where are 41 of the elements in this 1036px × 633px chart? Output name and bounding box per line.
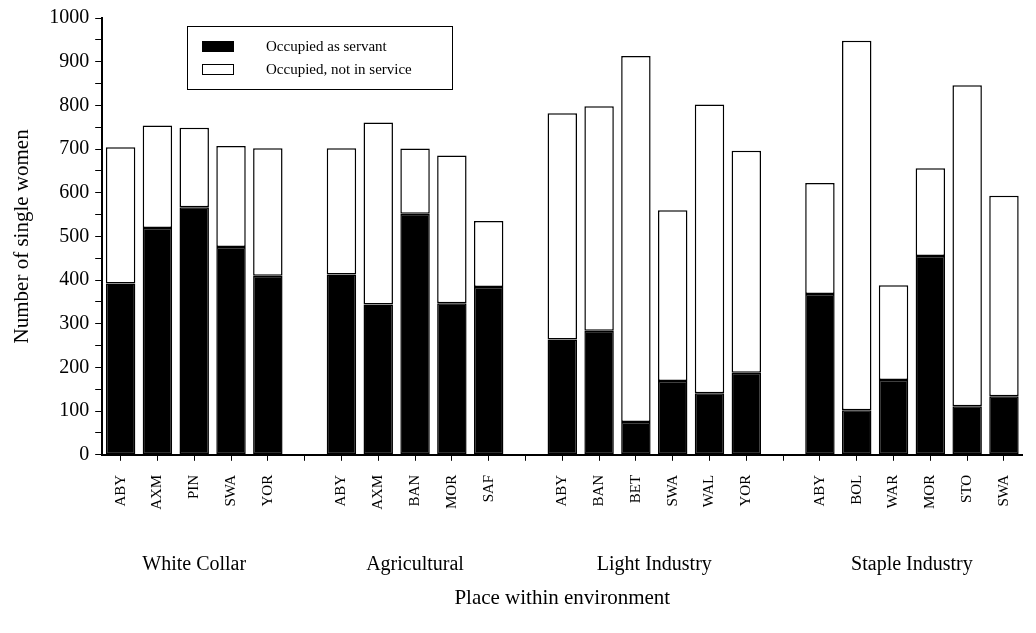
y-tick-label: 700 (59, 136, 90, 159)
x-tick-label: BAN (590, 474, 607, 507)
x-tick-label: STO (958, 474, 975, 503)
x-tick-label: ABY (810, 474, 827, 507)
y-axis-title: Number of single women (9, 128, 34, 344)
y-tick-label: 500 (59, 223, 90, 246)
legend-label: Occupied, not in service (266, 60, 412, 79)
x-tick-label: BOL (847, 474, 864, 505)
text: Agricultural (366, 552, 465, 576)
x-tick-label: AXM (369, 474, 386, 510)
x-tick-label: PIN (185, 474, 202, 499)
y-tick-label: 600 (59, 179, 90, 202)
x-tick-label: YOR (258, 474, 275, 507)
x-tick-label: BET (626, 474, 643, 504)
text: Staple Industry (851, 552, 973, 576)
x-tick-label: SWA (663, 474, 680, 507)
x-tick-label: SWA (994, 474, 1011, 507)
x-tick-label: MOR (921, 474, 938, 509)
x-axis-title: Place within environment (454, 584, 671, 609)
x-tick-label: YOR (737, 474, 754, 507)
x-tick-label: BAN (405, 474, 422, 507)
x-tick-label: WAR (884, 474, 901, 509)
y-tick-label: 800 (59, 92, 90, 115)
text: Light Industry (596, 552, 712, 576)
y-tick-label: 400 (59, 267, 90, 290)
x-tick-label: ABY (332, 474, 349, 507)
x-tick-label: SWA (221, 474, 238, 507)
x-tick-label: WAL (700, 474, 717, 508)
x-tick-label: AXM (148, 474, 165, 510)
y-tick-label: 200 (59, 354, 90, 377)
y-tick-label: 1000 (49, 5, 90, 28)
x-tick-label: MOR (442, 474, 459, 509)
x-tick-label: ABY (553, 474, 570, 507)
x-tick-label: SAF (479, 474, 496, 503)
y-tick-label: 100 (59, 398, 90, 421)
x-tick-label: ABY (111, 474, 128, 507)
y-tick-label: 0 (79, 442, 90, 465)
y-tick-label: 300 (59, 311, 90, 334)
text: White Collar (142, 552, 247, 575)
legend-label: Occupied as servant (266, 37, 387, 56)
y-tick-label: 900 (59, 48, 90, 71)
